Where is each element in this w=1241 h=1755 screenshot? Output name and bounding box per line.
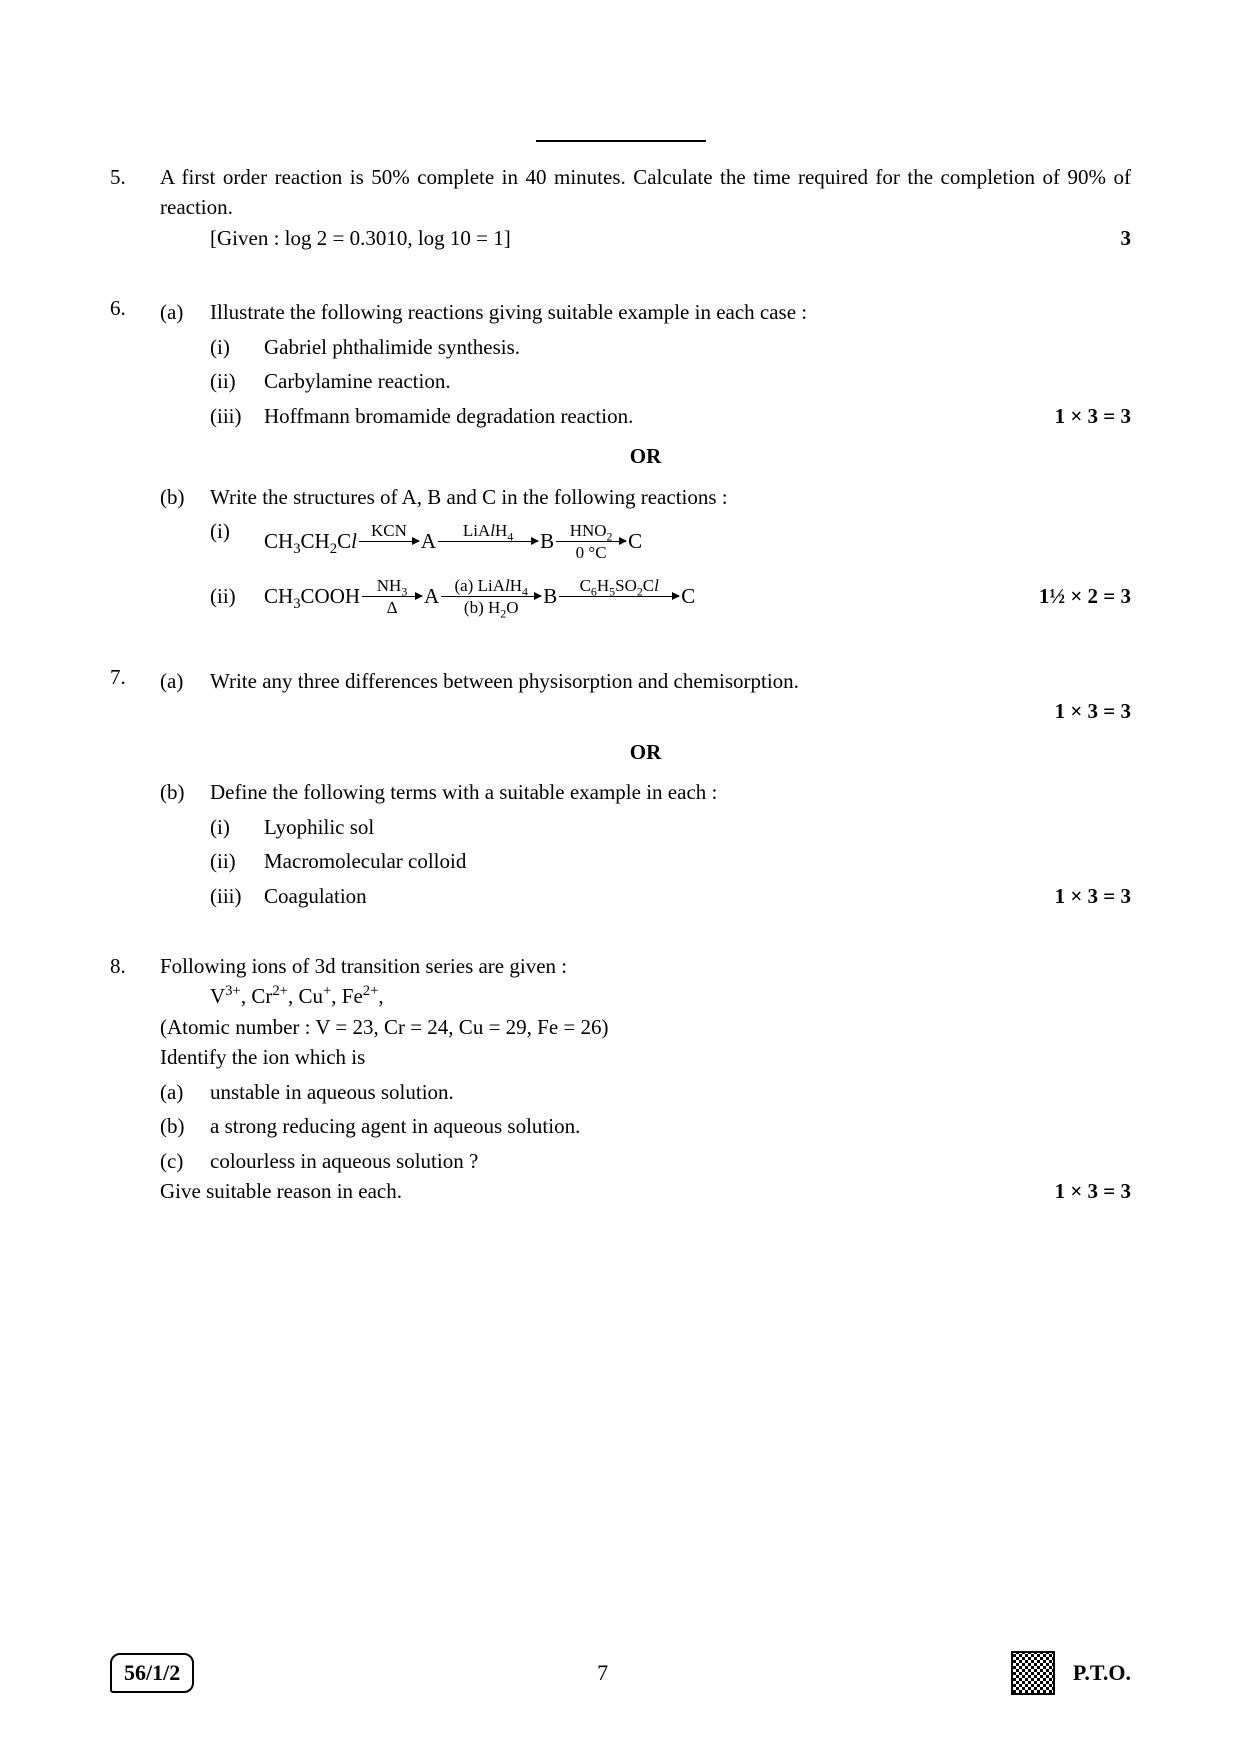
question-5: 5. A first order reaction is 50% complet…: [110, 162, 1131, 253]
rxn-i-r3b: 0 °C: [556, 542, 626, 561]
arrow-icon: C6H5SO2Cl: [559, 577, 679, 616]
page-number: 7: [597, 1657, 608, 1689]
q8c-lab: (c): [160, 1146, 210, 1176]
q7b-i-text: Lyophilic sol: [264, 812, 1131, 842]
q7b-marks: 1 × 3 = 3: [1035, 881, 1131, 911]
q6b-label: (b): [160, 482, 210, 622]
q6a-ii-lab: (ii): [210, 366, 264, 396]
q6a-i-lab: (i): [210, 332, 264, 362]
rxn-ii-r2b: (b) H2O: [441, 597, 541, 616]
rxn-i-A: A: [421, 526, 436, 556]
rxn-ii-r2t: (a) LiAlH4: [441, 577, 541, 596]
q5-given: [Given : log 2 = 0.3010, log 10 = 1]: [160, 223, 1101, 253]
q8a-lab: (a): [160, 1077, 210, 1107]
arrow-icon: KCN: [359, 522, 419, 561]
arrow-icon: HNO20 °C: [556, 522, 626, 561]
q6a-iii-text: Hoffmann bromamide degradation reaction.: [264, 401, 1035, 431]
q6b-i-reaction: CH3CH2Cl KCN A LiAlH4 B HNO20 °C C: [264, 522, 1131, 561]
qr-code-icon: [1011, 1651, 1055, 1695]
rxn-i-C: C: [628, 526, 642, 556]
q6a-iii-lab: (iii): [210, 401, 264, 431]
q6b-marks: 1½ × 2 = 3: [1019, 581, 1131, 611]
q6a-text: Illustrate the following reactions givin…: [210, 297, 1131, 327]
q6a-ii-text: Carbylamine reaction.: [264, 366, 1131, 396]
question-8: 8. Following ions of 3d transition serie…: [110, 951, 1131, 1207]
rxn-ii-r1t: NH3: [362, 577, 422, 596]
q8-marks: 1 × 3 = 3: [1035, 1176, 1131, 1206]
rxn-ii-start: CH3COOH: [264, 581, 360, 611]
pto-label: P.T.O.: [1073, 1657, 1131, 1689]
q7b-iii-lab: (iii): [210, 881, 264, 911]
q8-reason: Give suitable reason in each.: [160, 1176, 1035, 1206]
page-footer: 56/1/2 7 P.T.O.: [110, 1651, 1131, 1695]
q8b-text: a strong reducing agent in aqueous solut…: [210, 1111, 1131, 1141]
q8c-text: colourless in aqueous solution ?: [210, 1146, 1131, 1176]
rxn-i-r1: KCN: [359, 522, 419, 541]
q5-text: A first order reaction is 50% complete i…: [160, 162, 1131, 223]
question-7: 7. (a) Write any three differences betwe…: [110, 662, 1131, 911]
q7b-iii-text: Coagulation: [264, 881, 1035, 911]
q8b-lab: (b): [160, 1111, 210, 1141]
arrow-icon: NH3Δ: [362, 577, 422, 616]
q6b-text: Write the structures of A, B and C in th…: [210, 482, 1131, 512]
q8a-text: unstable in aqueous solution.: [210, 1077, 1131, 1107]
q7a-marks: 1 × 3 = 3: [1035, 696, 1131, 726]
rxn-i-start: CH3CH2Cl: [264, 526, 357, 556]
q7-number: 7.: [110, 662, 160, 911]
rxn-ii-C: C: [681, 581, 695, 611]
arrow-icon: (a) LiAlH4(b) H2O: [441, 577, 541, 616]
q7b-text: Define the following terms with a suitab…: [210, 777, 1131, 807]
q6b-ii-lab: (ii): [210, 581, 264, 611]
q8-atomic: (Atomic number : V = 23, Cr = 24, Cu = 2…: [160, 1012, 1131, 1042]
q8-text: Following ions of 3d transition series a…: [160, 951, 1131, 981]
q7-or: OR: [160, 737, 1131, 767]
rxn-i-r3t: HNO2: [556, 522, 626, 541]
rxn-ii-r1b: Δ: [362, 597, 422, 616]
rxn-ii-r3: C6H5SO2Cl: [559, 577, 679, 596]
q7b-ii-lab: (ii): [210, 846, 264, 876]
q6b-i-lab: (i): [210, 516, 264, 567]
q6b-ii-reaction: CH3COOH NH3Δ A (a) LiAlH4(b) H2O B C6H5S…: [264, 577, 1019, 616]
exam-page: 5. A first order reaction is 50% complet…: [0, 0, 1241, 1755]
q7a-text: Write any three differences between phys…: [210, 666, 1131, 696]
q5-marks: 3: [1101, 223, 1132, 253]
section-rule: [536, 140, 706, 142]
q6a-marks: 1 × 3 = 3: [1035, 401, 1131, 431]
rxn-ii-A: A: [424, 581, 439, 611]
q8-ions: V3+, Cr2+, Cu+, Fe2+,: [160, 981, 1131, 1011]
paper-code: 56/1/2: [110, 1653, 194, 1693]
q7b-ii-text: Macromolecular colloid: [264, 846, 1131, 876]
rxn-i-B: B: [540, 526, 554, 556]
q7b-i-lab: (i): [210, 812, 264, 842]
q5-number: 5.: [110, 162, 160, 253]
rxn-i-r2: LiAlH4: [438, 522, 538, 541]
arrow-icon: LiAlH4: [438, 522, 538, 561]
q6-or: OR: [160, 441, 1131, 471]
question-6: 6. (a) Illustrate the following reaction…: [110, 293, 1131, 622]
q8-identify: Identify the ion which is: [160, 1042, 1131, 1072]
q7b-label: (b): [160, 777, 210, 911]
rxn-ii-B: B: [543, 581, 557, 611]
q6a-label: (a): [160, 297, 210, 431]
q8-number: 8.: [110, 951, 160, 1207]
q7a-label: (a): [160, 666, 210, 696]
q6a-i-text: Gabriel phthalimide synthesis.: [264, 332, 1131, 362]
q6-number: 6.: [110, 293, 160, 622]
